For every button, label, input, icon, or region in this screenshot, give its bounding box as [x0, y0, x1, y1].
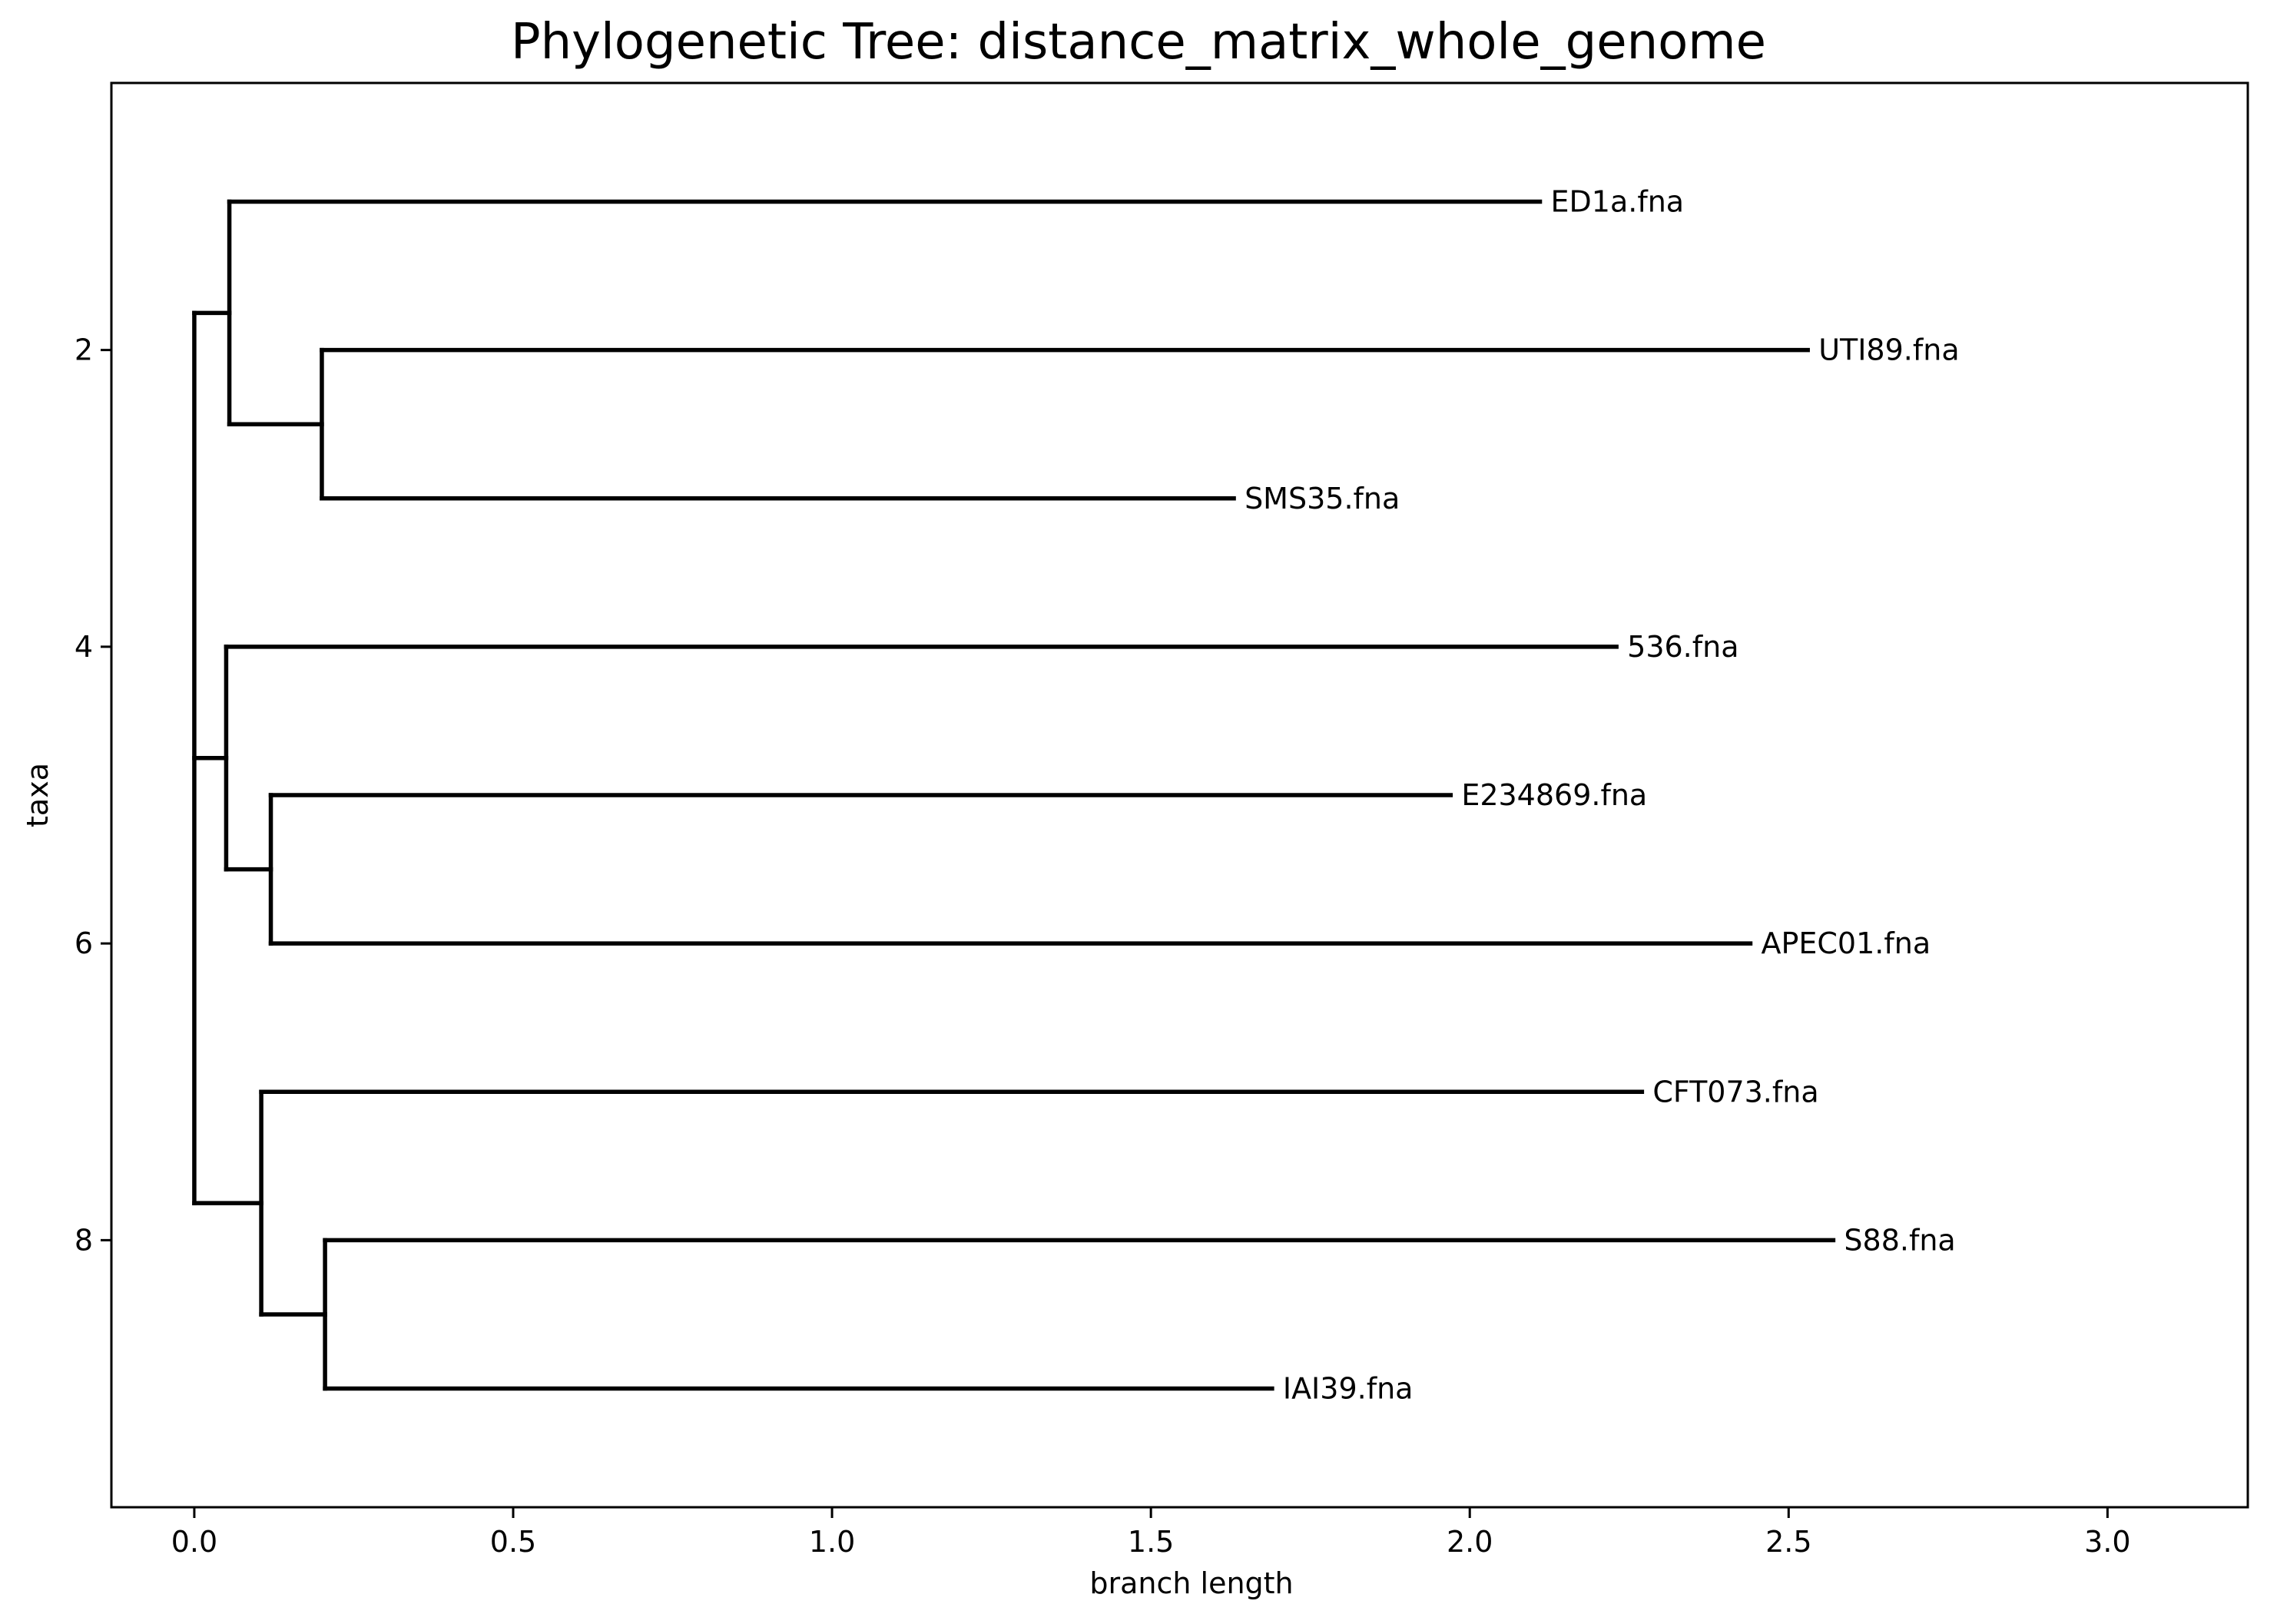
x-tick-label: 0.0 [171, 1525, 217, 1559]
y-tick-label: 4 [75, 630, 93, 664]
leaf-label: E234869.fna [1461, 778, 1647, 812]
leaf-label: ED1a.fna [1551, 185, 1685, 219]
x-axis: 0.0 0.5 1.0 1.5 2.0 2.5 3.0 [171, 1507, 2131, 1559]
leaf-label: 536.fna [1627, 630, 1738, 664]
leaf-label: SMS35.fna [1245, 482, 1400, 515]
x-tick-label: 0.5 [490, 1525, 536, 1559]
x-tick-label: 3.0 [2084, 1525, 2130, 1559]
leaf-label: S88.fna [1844, 1223, 1955, 1257]
y-axis: 2 4 6 8 [75, 333, 111, 1257]
x-tick-label: 1.5 [1128, 1525, 1174, 1559]
y-tick-label: 8 [75, 1223, 93, 1257]
leaf-labels: ED1a.fna UTI89.fna SMS35.fna 536.fna E234869… [1245, 185, 1960, 1406]
leaf-label: APEC01.fna [1761, 926, 1931, 960]
y-axis-label: taxa [21, 763, 55, 827]
leaf-label: CFT073.fna [1652, 1075, 1818, 1109]
leaf-label: IAI39.fna [1283, 1372, 1414, 1406]
y-tick-label: 6 [75, 926, 93, 960]
x-tick-label: 2.0 [1447, 1525, 1493, 1559]
x-axis-label: branch length [1089, 1566, 1293, 1600]
chart-title: Phylogenetic Tree: distance_matrix_whole… [511, 14, 1766, 71]
tree-branches [192, 199, 1836, 1391]
y-tick-label: 2 [75, 333, 93, 367]
x-tick-label: 1.0 [809, 1525, 855, 1559]
x-tick-label: 2.5 [1765, 1525, 1811, 1559]
leaf-label: UTI89.fna [1818, 333, 1959, 367]
plot-frame [110, 81, 2249, 1509]
